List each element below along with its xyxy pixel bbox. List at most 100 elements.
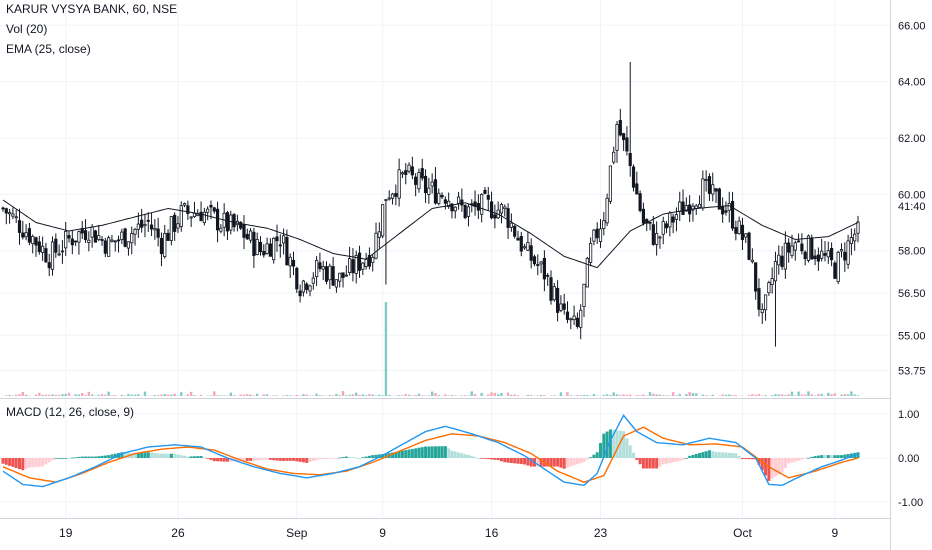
histogram-bar [265, 458, 269, 460]
histogram-bar [54, 458, 58, 459]
candle-body [390, 193, 395, 199]
histogram-bar [437, 446, 441, 458]
histogram-bar [305, 458, 309, 463]
histogram-bar [153, 452, 157, 458]
histogram-bar [816, 455, 820, 458]
volume-bar [605, 394, 609, 396]
time-tick-label: 9 [379, 526, 386, 540]
histogram-bar [582, 458, 586, 463]
volume-bar [856, 395, 860, 396]
volume-bar [8, 394, 11, 396]
candle-body [433, 179, 438, 204]
symbol-legend[interactable]: KARUR VYSYA BANK, 60, NSE [6, 2, 177, 16]
histogram-bar [97, 456, 101, 458]
histogram-bar [447, 448, 451, 458]
histogram-bar [258, 458, 262, 461]
histogram-bar [625, 438, 629, 458]
histogram-bar [367, 455, 371, 458]
candle-body [83, 230, 88, 240]
histogram-bar [150, 452, 154, 458]
histogram-bar [826, 455, 830, 458]
candle-body [189, 216, 193, 219]
volume-bar [81, 392, 84, 396]
histogram-bar [747, 458, 751, 460]
volume-bar [232, 395, 236, 396]
candle-body [31, 235, 35, 245]
volume-bar [493, 392, 497, 396]
histogram-bar [490, 458, 494, 460]
candle-body [229, 214, 233, 231]
volume-bar [731, 395, 734, 396]
histogram-bar [519, 458, 523, 465]
candle-body [64, 231, 68, 249]
histogram-bar [453, 451, 457, 458]
candle-body [532, 256, 537, 265]
candle-body [829, 247, 834, 261]
volume-bar [186, 394, 190, 396]
histogram-bar [599, 442, 603, 458]
candle-body [750, 259, 754, 263]
price-tick-label: 64.00 [898, 77, 926, 89]
histogram-bar [202, 457, 206, 459]
histogram-bar [308, 458, 312, 462]
histogram-bar [292, 458, 296, 461]
volume-bar [143, 391, 147, 396]
histogram-bar [255, 458, 259, 461]
candle-body [206, 208, 210, 213]
volume-bar [675, 395, 678, 396]
candle-body [486, 195, 490, 200]
time-tick-label: 16 [485, 526, 499, 540]
histogram-bar [315, 458, 319, 461]
histogram-bar [737, 456, 741, 458]
volume-title: Vol (20) [6, 22, 48, 36]
histogram-bar [777, 458, 781, 475]
histogram-bar [717, 452, 721, 458]
histogram-bar [473, 456, 477, 458]
candle-body [631, 166, 636, 188]
ema-legend[interactable]: EMA (25, close) [6, 42, 91, 56]
macd-tick-label: 1.00 [898, 409, 919, 421]
histogram-bar [668, 458, 672, 464]
ema-title: EMA (25, close) [6, 42, 91, 56]
histogram-bar [407, 449, 411, 458]
histogram-bar [579, 458, 583, 464]
candle-body [262, 251, 266, 256]
volume-bar [193, 395, 196, 396]
histogram-bar [618, 430, 622, 458]
histogram-bar [575, 458, 579, 465]
candle-body [800, 243, 804, 252]
histogram-bar [846, 453, 850, 458]
candle-body [34, 237, 38, 246]
histogram-bar [833, 455, 837, 458]
candle-body [351, 259, 355, 274]
volume-bar [170, 394, 173, 396]
histogram-bar [8, 458, 12, 466]
volume-bar [833, 393, 837, 396]
candle-body [324, 266, 329, 282]
candle-body [123, 228, 127, 247]
histogram-bar [724, 452, 728, 458]
candle-body [50, 241, 55, 270]
histogram-bar [18, 458, 22, 470]
volume-legend[interactable]: Vol (20) [6, 22, 47, 36]
volume-bar [487, 394, 490, 396]
volume-bar [242, 394, 246, 396]
candle-body [674, 214, 679, 220]
volume-bar [787, 394, 790, 396]
volume-bar [496, 394, 500, 396]
volume-bar [688, 392, 691, 396]
macd-legend[interactable]: MACD (12, 26, close, 9) [6, 405, 134, 419]
histogram-bar [222, 458, 226, 462]
volume-bar [721, 394, 724, 396]
histogram-bar [836, 455, 840, 458]
histogram-bar [348, 456, 352, 458]
volume-bar [219, 395, 223, 396]
volume-bar [711, 394, 714, 396]
volume-bar [691, 392, 695, 396]
candle-body [410, 166, 414, 176]
candle-body [783, 242, 787, 270]
price-tick-label: 55.00 [898, 330, 926, 342]
volume-bar [582, 394, 586, 396]
volume-bar [358, 394, 361, 396]
